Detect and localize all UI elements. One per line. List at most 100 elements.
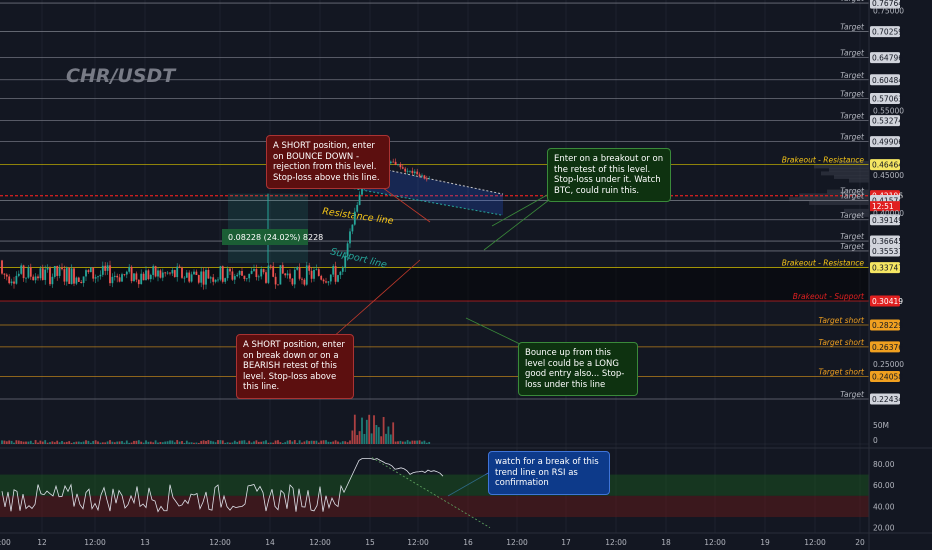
volume-bar: [387, 426, 390, 444]
volume-bar: [226, 442, 229, 444]
candle-body: [358, 194, 361, 205]
volume-bar: [291, 441, 294, 444]
volume-bar: [188, 442, 191, 444]
candle-body: [428, 178, 431, 180]
volume-bar: [44, 440, 47, 444]
volume-bar: [145, 440, 147, 444]
volume-bar: [5, 441, 8, 444]
note-short-bounce: A SHORT position, enter on BOUNCE DOWN -…: [266, 135, 390, 189]
volume-bar: [231, 442, 234, 444]
price-tick-0: 0.75000: [873, 7, 904, 16]
price-badge-17: [870, 370, 900, 382]
price-badge-6: [870, 136, 900, 148]
volume-bar: [77, 441, 80, 444]
candle-body: [260, 269, 263, 277]
time-tick-16: 20: [855, 538, 865, 547]
candle-body: [73, 268, 75, 284]
candle-body: [301, 278, 303, 280]
price-tick-1: 0.55000: [873, 106, 904, 115]
volume-bar: [63, 442, 66, 444]
volume-bar: [301, 442, 303, 444]
volume-bar: [56, 440, 59, 444]
candle-body: [65, 267, 68, 282]
volume-bar: [363, 433, 366, 444]
volume-bar: [109, 440, 111, 444]
price-badge-text-7: 0.46464: [872, 161, 903, 170]
candle-body: [277, 284, 279, 286]
candle-body: [87, 270, 90, 273]
volume-bar: [68, 441, 71, 444]
rsi-tick-1: 60.00: [873, 481, 895, 490]
level-label-2: Target: [840, 49, 865, 58]
candle-body: [128, 266, 131, 272]
volume-bar: [154, 440, 157, 444]
volume-profile-bar-6: [809, 201, 869, 206]
volume-bar: [176, 440, 179, 444]
candle-body: [212, 277, 215, 282]
volume-bar: [92, 440, 95, 444]
volume-bar: [190, 442, 193, 444]
candle-body: [61, 267, 63, 270]
volume-bar: [260, 441, 263, 444]
price-badge-13: [870, 262, 900, 274]
volume-bar: [346, 442, 349, 444]
candle-body: [145, 270, 147, 281]
time-tick-17: 12:00: [0, 538, 11, 547]
candle-body: [272, 266, 275, 277]
candle-body: [193, 271, 195, 275]
candle-body: [322, 279, 325, 282]
volume-bar: [298, 440, 301, 444]
candle-body: [418, 174, 421, 177]
price-badge-7: [870, 159, 900, 171]
price-badge-10: [870, 214, 900, 226]
candle-body: [404, 168, 407, 172]
volume-bar: [425, 442, 428, 444]
volume-bar: [161, 442, 164, 444]
volume-bar: [205, 440, 207, 444]
candle-body: [238, 271, 241, 275]
candle-body: [10, 281, 13, 284]
volume-tick-1: 0: [873, 436, 878, 445]
candle-body: [58, 267, 61, 276]
candle-body: [233, 276, 236, 280]
candle-body: [133, 273, 135, 282]
candle-body: [248, 273, 251, 279]
candle-body: [308, 265, 311, 271]
candle-body: [303, 279, 306, 285]
volume-bar: [269, 442, 272, 444]
candle-body: [334, 266, 337, 282]
volume-bar: [125, 440, 128, 444]
candle-body: [346, 243, 349, 256]
level-label-9: Target: [840, 191, 865, 200]
candle-body: [267, 265, 270, 283]
candle-body: [178, 266, 181, 268]
range-band: [0, 267, 869, 301]
volume-bar: [106, 441, 109, 444]
volume-bar: [409, 441, 411, 444]
candle-body: [166, 272, 169, 274]
candle-body: [349, 231, 351, 244]
symbol-watermark: CHR/USDT: [66, 65, 177, 87]
volume-bar: [375, 425, 378, 444]
candle-body: [229, 268, 231, 272]
volume-bar: [353, 414, 356, 444]
candle-body: [361, 187, 363, 195]
price-badge-text-10: 0.39149: [872, 216, 903, 225]
volume-bar: [85, 440, 87, 444]
arrow-rsi: [447, 471, 491, 497]
level-label-11: Target: [840, 232, 865, 241]
volume-bar: [171, 440, 174, 444]
candle-body: [97, 276, 99, 278]
candle-body: [77, 277, 80, 282]
volume-bar: [351, 430, 354, 444]
price-badge-18: [870, 393, 900, 405]
candle-body: [310, 270, 313, 279]
candle-body: [413, 171, 416, 174]
candle-body: [44, 269, 47, 280]
price-badge-text-0: 0.76764: [872, 0, 903, 8]
level-label-1: Target: [840, 23, 865, 32]
candle-body: [32, 276, 35, 281]
candle-body: [46, 267, 49, 270]
volume-bar: [27, 441, 30, 444]
